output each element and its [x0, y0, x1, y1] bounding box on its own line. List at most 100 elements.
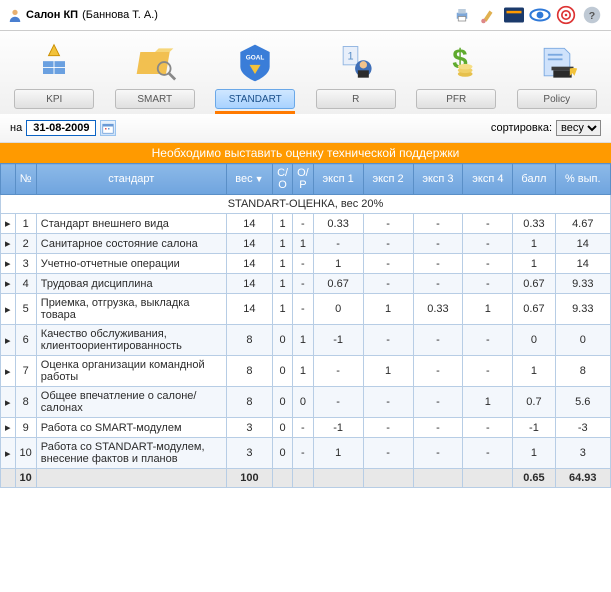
svg-text:?: ? — [589, 10, 595, 22]
cell-standard[interactable]: Трудовая дисциплина — [36, 274, 226, 294]
pfr-icon: $ — [432, 39, 480, 87]
standart-icon: GOAL — [231, 39, 279, 87]
col-expand — [1, 164, 16, 195]
toolbar-item-smart[interactable]: SMART — [110, 39, 200, 114]
cell-e1: 1 — [313, 438, 363, 469]
cell-standard[interactable]: Общее впечатление о салоне/салонах — [36, 387, 226, 418]
cell-standard[interactable]: Качество обслуживания, клиентоориентиров… — [36, 325, 226, 356]
cell-standard[interactable]: Стандарт внешнего вида — [36, 214, 226, 234]
cell-standard[interactable]: Санитарное состояние салона — [36, 234, 226, 254]
cell-e4: - — [463, 274, 513, 294]
cell-e4: - — [463, 438, 513, 469]
expand-arrow-icon[interactable]: ▸ — [1, 438, 16, 469]
toolbar-btn-policy[interactable]: Policy — [517, 89, 597, 109]
toolbar-btn-r[interactable]: R — [316, 89, 396, 109]
cell-standard[interactable]: Учетно-отчетные операции — [36, 254, 226, 274]
cell-score: -1 — [513, 418, 555, 438]
cell-weight: 14 — [226, 214, 272, 234]
cell-num: 10 — [15, 438, 36, 469]
section-title: STANDART-ОЦЕНКА, вес 20% — [1, 195, 611, 214]
cell-score: 0.7 — [513, 387, 555, 418]
expand-arrow-icon[interactable]: ▸ — [1, 214, 16, 234]
cell-num: 1 — [15, 214, 36, 234]
cell-or: - — [293, 418, 314, 438]
col-score[interactable]: балл — [513, 164, 555, 195]
cell-e4: - — [463, 325, 513, 356]
target-icon[interactable] — [555, 4, 577, 26]
cell-co: 0 — [273, 387, 293, 418]
cell-weight: 14 — [226, 294, 272, 325]
cell-or: - — [293, 214, 314, 234]
toolbar-btn-kpi[interactable]: KPI — [14, 89, 94, 109]
col-e4[interactable]: эксп 4 — [463, 164, 513, 195]
col-weight[interactable]: вес▼ — [226, 164, 272, 195]
toolbar-item-kpi[interactable]: KPI — [9, 39, 99, 114]
cell-e2: - — [363, 234, 413, 254]
brush-icon[interactable] — [477, 4, 499, 26]
col-co[interactable]: С/О — [273, 164, 293, 195]
footer-row: 10 100 0.65 64.93 — [1, 469, 611, 488]
cell-percent: 9.33 — [555, 294, 610, 325]
toolbar-btn-smart[interactable]: SMART — [115, 89, 195, 109]
cell-co: 0 — [273, 325, 293, 356]
cell-weight: 14 — [226, 254, 272, 274]
sort-select[interactable]: весу — [556, 120, 601, 136]
cell-e3: - — [413, 274, 463, 294]
cell-weight: 8 — [226, 387, 272, 418]
table-row: ▸9Работа со SMART-модулем30--1----1-3 — [1, 418, 611, 438]
cell-score: 0 — [513, 325, 555, 356]
cell-standard[interactable]: Работа со STANDART-модулем, внесение фак… — [36, 438, 226, 469]
cell-e1: 0.67 — [313, 274, 363, 294]
eye-icon[interactable] — [529, 4, 551, 26]
filter-row: на 31-08-2009 сортировка: весу — [0, 114, 611, 143]
header-title-group: Салон КП (Баннова Т. А.) — [8, 8, 158, 22]
cell-e4: - — [463, 234, 513, 254]
cell-num: 7 — [15, 356, 36, 387]
help-icon[interactable]: ? — [581, 4, 603, 26]
printer-icon[interactable] — [451, 4, 473, 26]
expand-arrow-icon[interactable]: ▸ — [1, 274, 16, 294]
expand-arrow-icon[interactable]: ▸ — [1, 254, 16, 274]
cell-e3: - — [413, 234, 463, 254]
cell-standard[interactable]: Приемка, отгрузка, выкладка товара — [36, 294, 226, 325]
expand-arrow-icon[interactable]: ▸ — [1, 356, 16, 387]
cell-co: 0 — [273, 356, 293, 387]
cell-or: - — [293, 294, 314, 325]
toolbar-item-standart[interactable]: GOAL STANDART — [210, 39, 300, 114]
toolbar-item-policy[interactable]: Policy — [512, 39, 602, 114]
r-icon: 1 — [332, 39, 380, 87]
col-or[interactable]: О/Р — [293, 164, 314, 195]
cell-standard[interactable]: Оценка организации командной работы — [36, 356, 226, 387]
toolbar-btn-pfr[interactable]: PFR — [416, 89, 496, 109]
cell-score: 1 — [513, 234, 555, 254]
expand-arrow-icon[interactable]: ▸ — [1, 418, 16, 438]
col-num[interactable]: № — [15, 164, 36, 195]
app-header: Салон КП (Баннова Т. А.) ? — [0, 0, 611, 31]
footer-score: 0.65 — [513, 469, 555, 488]
col-e1[interactable]: эксп 1 — [313, 164, 363, 195]
cell-e3: - — [413, 387, 463, 418]
cell-co: 0 — [273, 438, 293, 469]
cell-score: 0.33 — [513, 214, 555, 234]
date-input[interactable]: 31-08-2009 — [26, 120, 96, 136]
calendar-icon[interactable] — [100, 120, 116, 136]
expand-arrow-icon[interactable]: ▸ — [1, 294, 16, 325]
expand-arrow-icon[interactable]: ▸ — [1, 234, 16, 254]
col-standard[interactable]: стандарт — [36, 164, 226, 195]
expand-arrow-icon[interactable]: ▸ — [1, 325, 16, 356]
cell-num: 3 — [15, 254, 36, 274]
kpi-icon — [30, 39, 78, 87]
standards-table: № стандарт вес▼ С/О О/Р эксп 1 эксп 2 эк… — [0, 163, 611, 488]
cell-e1: 0 — [313, 294, 363, 325]
toolbar-item-pfr[interactable]: $ PFR — [411, 39, 501, 114]
cell-standard[interactable]: Работа со SMART-модулем — [36, 418, 226, 438]
expand-arrow-icon[interactable]: ▸ — [1, 387, 16, 418]
toolbar-btn-standart[interactable]: STANDART — [215, 89, 295, 109]
col-percent[interactable]: % вып. — [555, 164, 610, 195]
app-user: (Баннова Т. А.) — [82, 9, 158, 21]
card-icon[interactable] — [503, 4, 525, 26]
col-e2[interactable]: эксп 2 — [363, 164, 413, 195]
cell-e1: -1 — [313, 418, 363, 438]
col-e3[interactable]: эксп 3 — [413, 164, 463, 195]
toolbar-item-r[interactable]: 1 R — [311, 39, 401, 114]
